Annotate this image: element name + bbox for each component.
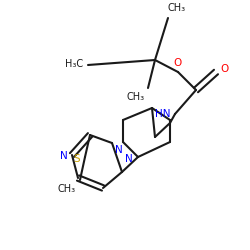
Text: N: N bbox=[60, 151, 68, 161]
Text: HN: HN bbox=[156, 109, 171, 119]
Text: N: N bbox=[125, 154, 133, 164]
Text: O: O bbox=[220, 64, 228, 74]
Text: H₃C: H₃C bbox=[65, 59, 83, 69]
Text: CH₃: CH₃ bbox=[168, 3, 186, 13]
Text: CH₃: CH₃ bbox=[127, 92, 145, 102]
Text: O: O bbox=[174, 58, 182, 68]
Text: CH₃: CH₃ bbox=[58, 184, 76, 194]
Text: N: N bbox=[115, 145, 123, 155]
Text: S: S bbox=[74, 154, 80, 164]
